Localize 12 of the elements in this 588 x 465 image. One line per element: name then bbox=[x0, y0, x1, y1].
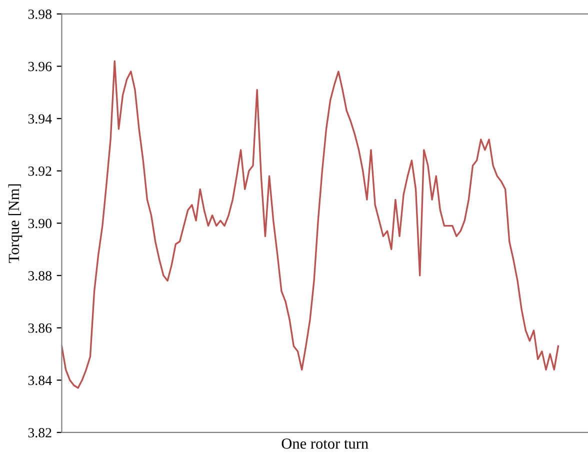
y-tick-label: 3.98 bbox=[28, 10, 52, 19]
y-tick-label: 3.82 bbox=[28, 428, 52, 438]
y-tick-label: 3.92 bbox=[28, 166, 52, 176]
y-tick-label: 3.84 bbox=[28, 376, 52, 386]
line-series bbox=[62, 60, 560, 389]
y-tick-label: 3.86 bbox=[28, 323, 52, 333]
y-tick-label: 3.90 bbox=[28, 218, 52, 228]
x-axis-title: One rotor turn bbox=[282, 438, 368, 449]
y-tick-label: 3.88 bbox=[28, 271, 52, 281]
y-tick-label: 3.96 bbox=[28, 62, 52, 72]
y-tick-label: 3.94 bbox=[28, 114, 52, 124]
y-axis-title: Torque [Nm] bbox=[8, 184, 22, 263]
